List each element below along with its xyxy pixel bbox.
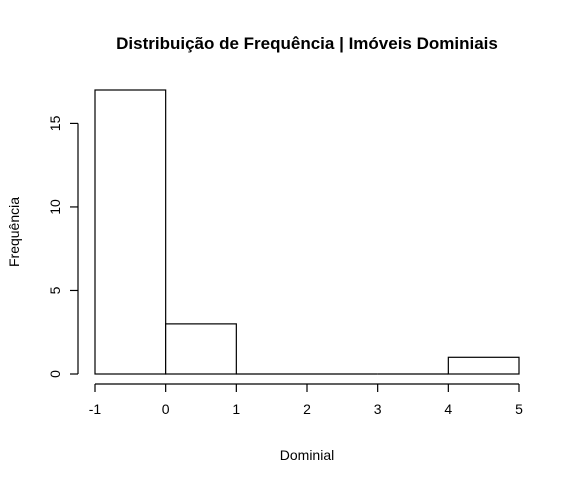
histogram-bar-6 — [447, 356, 520, 375]
y-tick-label: 0 — [47, 370, 63, 378]
histogram-bar-2 — [165, 323, 237, 375]
x-tick-label: 1 — [232, 401, 240, 417]
chart-title: Distribuição de Frequência | Imóveis Dom… — [116, 34, 498, 53]
x-tick-label: 0 — [162, 401, 170, 417]
x-tick-label: 4 — [444, 401, 452, 417]
x-tick-label: -1 — [89, 401, 102, 417]
x-axis-label: Dominial — [280, 447, 334, 463]
bars-group — [94, 89, 520, 375]
y-tick-label: 10 — [47, 199, 63, 215]
y-tick-label: 15 — [47, 115, 63, 131]
x-tick-label: 2 — [303, 401, 311, 417]
y-tick-label: 5 — [47, 286, 63, 294]
histogram-bar-1 — [94, 89, 167, 375]
x-tick-label: 5 — [515, 401, 523, 417]
x-tick-label: 3 — [374, 401, 382, 417]
y-axis: 0 5 10 15 — [47, 115, 79, 378]
y-axis-label: Frequência — [6, 197, 22, 267]
x-axis: -1 0 1 2 3 4 5 — [89, 383, 523, 417]
